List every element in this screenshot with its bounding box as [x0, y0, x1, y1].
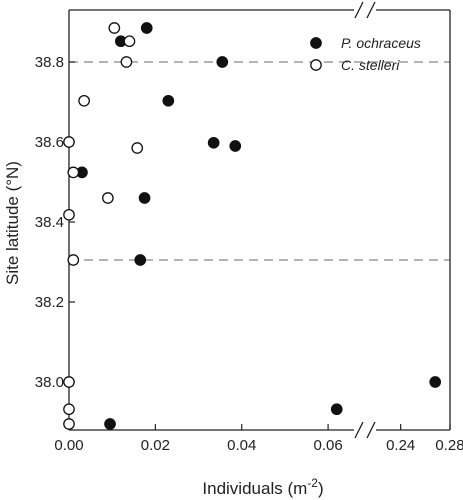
axis-break-mark-0-0: [354, 421, 364, 439]
point-p-ochraceus-5: [229, 140, 242, 152]
axis-break-mark-0-1: [366, 421, 376, 439]
point-c-stelleri-3: [78, 94, 90, 107]
legend-marker-p-ochraceus: [310, 37, 322, 49]
y-tick-label-4: 38.8: [35, 54, 64, 71]
point-p-ochraceus-4: [207, 136, 220, 149]
x-tick-label-0: 0.00: [54, 437, 83, 454]
x-axis-title-main: Individuals (m: [202, 479, 307, 498]
point-p-ochraceus-3: [162, 94, 175, 107]
point-p-ochraceus-0: [140, 22, 153, 34]
point-p-ochraceus-8: [134, 254, 147, 266]
x-axis-title: Individuals (m-2): [202, 476, 323, 498]
x-tick-label-3: 0.06: [313, 437, 342, 454]
point-p-ochraceus-2: [216, 56, 229, 68]
point-p-ochraceus-10: [330, 403, 343, 416]
legend: P. ochraceus C. stelleri: [310, 35, 421, 73]
point-p-ochraceus-7: [138, 192, 151, 204]
reference-lines: [69, 61, 450, 261]
y-tick-label-0: 38.0: [35, 374, 64, 391]
point-p-ochraceus-9: [429, 376, 442, 388]
axis-ticks: 0.00 0.02 0.04 0.06 0.24 0.28 38.0 38.2 38.4 38.6…: [35, 54, 463, 454]
x-tick-label-1: 0.02: [141, 437, 170, 454]
x-tick-label-2: 0.04: [227, 437, 256, 454]
point-c-stelleri-7: [102, 192, 114, 204]
legend-label-p-ochraceus: P. ochraceus: [341, 35, 421, 51]
point-c-stelleri-6: [67, 166, 80, 179]
point-c-stelleri-8: [63, 208, 75, 221]
point-c-stelleri-10: [63, 376, 75, 388]
point-c-stelleri-1: [123, 35, 136, 48]
axis-break-mark-1-1: [366, 1, 376, 19]
y-tick-label-1: 38.2: [35, 294, 64, 311]
y-axis-title: Site latitude (°N): [3, 161, 22, 285]
x-tick-label-4: 0.24: [386, 437, 415, 454]
x-axis-title-superscript: -2: [307, 476, 318, 490]
point-c-stelleri-0: [108, 22, 121, 34]
point-c-stelleri-11: [63, 403, 75, 416]
axis-break-mark-1-0: [354, 1, 364, 19]
legend-marker-c-stelleri: [310, 59, 322, 71]
y-tick-label-2: 38.4: [35, 214, 64, 231]
y-tick-label-3: 38.6: [35, 134, 64, 151]
point-c-stelleri-9: [67, 254, 80, 266]
point-c-stelleri-4: [63, 136, 75, 148]
point-c-stelleri-12: [63, 418, 75, 430]
legend-label-c-stelleri: C. stelleri: [341, 57, 400, 73]
data-points: [63, 22, 442, 430]
point-p-ochraceus-11: [104, 418, 116, 430]
point-c-stelleri-5: [131, 142, 144, 154]
x-axis-title-close: ): [318, 479, 324, 498]
x-tick-label-5: 0.28: [435, 437, 463, 454]
point-c-stelleri-2: [120, 56, 133, 68]
